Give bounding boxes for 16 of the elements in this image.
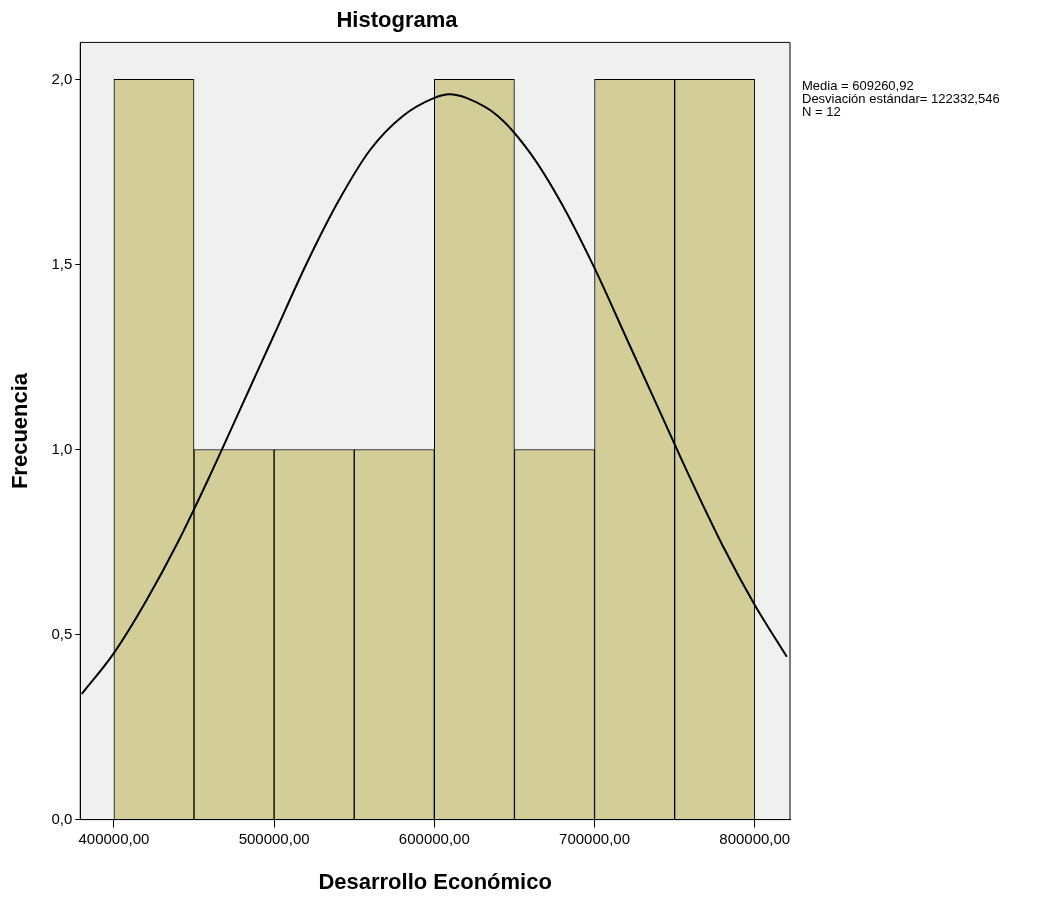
text: Media = 609260,92 — [802, 78, 914, 94]
y-tick-label: 0,5 — [51, 624, 73, 642]
chart-title: Histograma — [336, 7, 459, 33]
x-axis-title: Desarrollo Económico — [318, 868, 552, 894]
x-tick-label: 600000,00 — [398, 829, 470, 847]
text: N = 12 — [802, 104, 841, 120]
y-tick-label: 2,0 — [51, 69, 73, 87]
x-tick-label: 500000,00 — [238, 829, 310, 847]
y-tick-label: 1,5 — [51, 254, 73, 272]
x-tick-label: 400000,00 — [78, 829, 150, 847]
y-tick-label: 0,0 — [51, 809, 73, 827]
y-axis-title: Frecuencia — [7, 372, 33, 490]
x-tick-label: 700000,00 — [559, 829, 630, 847]
text: Desviación estándar= 122332,546 — [802, 91, 1000, 107]
x-tick-label: 800000,00 — [719, 829, 791, 847]
y-tick-label: 1,0 — [51, 439, 73, 457]
